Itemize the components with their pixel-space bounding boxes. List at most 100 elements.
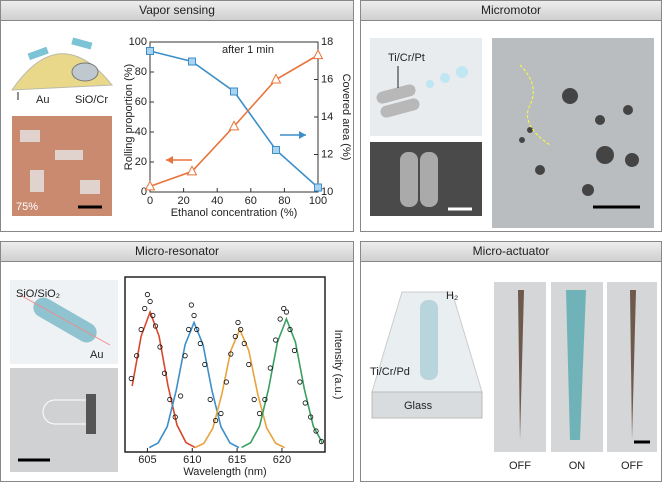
- data-point: [318, 438, 325, 445]
- data-point: [267, 365, 273, 371]
- data-point: [194, 326, 200, 333]
- data-point: [157, 344, 163, 350]
- schematic: [370, 38, 482, 136]
- laser: [19, 294, 111, 346]
- y-tick-label: 60: [135, 96, 147, 108]
- arrow-head: [166, 156, 173, 164]
- label: SiO/Cr: [75, 94, 108, 106]
- data-point: [138, 326, 144, 333]
- data-point: [167, 396, 173, 403]
- title-bar: [0, 241, 354, 262]
- y-tick-label: 0: [141, 186, 147, 198]
- tube: [71, 37, 93, 50]
- data-point: [223, 379, 229, 385]
- y-axis-label: Rolling proportion (%): [123, 64, 135, 170]
- y-tick-label: 20: [135, 156, 147, 168]
- data-point: [241, 340, 247, 347]
- actuator: [630, 290, 636, 440]
- data-point: [191, 312, 197, 319]
- label: Ti/Cr/Pt: [388, 52, 425, 64]
- label: OFF: [621, 460, 643, 472]
- data-point: [262, 396, 268, 403]
- tube: [420, 152, 438, 207]
- tube: [400, 152, 418, 207]
- marker: [270, 73, 282, 84]
- marker: [186, 165, 198, 176]
- data-line: [241, 316, 324, 449]
- data-point: [313, 428, 319, 434]
- label: H₂: [446, 290, 458, 302]
- data-point: [128, 375, 134, 382]
- data-point: [212, 417, 219, 424]
- label: Au: [36, 94, 49, 106]
- y2-axis-label: Covered area (%): [340, 74, 352, 161]
- data-point: [178, 393, 184, 399]
- data-point: [144, 291, 151, 298]
- data-line: [149, 50, 319, 189]
- x-tick-label: 40: [211, 195, 223, 207]
- y2-tick-label: 12: [321, 148, 333, 160]
- data-point: [256, 410, 263, 417]
- x-tick-label: 620: [273, 454, 291, 466]
- y-tick-label: 100: [129, 36, 147, 48]
- y2-tick-label: 18: [321, 36, 333, 48]
- data-point: [302, 400, 308, 406]
- label: ON: [569, 460, 586, 472]
- data-point: [291, 347, 298, 354]
- micrograph: [10, 368, 118, 472]
- x-tick-label: 60: [245, 195, 257, 207]
- data-point: [218, 410, 224, 417]
- marker: [144, 180, 156, 191]
- data-point: [147, 298, 153, 305]
- plot-area: [124, 276, 326, 453]
- x-tick-label: 100: [309, 195, 327, 207]
- data-point: [235, 319, 241, 326]
- data-point: [297, 379, 303, 385]
- data-point: [281, 305, 287, 312]
- data-point: [228, 351, 234, 357]
- data-point: [287, 326, 293, 333]
- marker: [230, 87, 238, 96]
- data-point: [152, 323, 159, 329]
- x-tick-label: 605: [138, 454, 156, 466]
- x-tick-label: 610: [183, 454, 201, 466]
- panel-title: Micro-resonator: [135, 244, 219, 258]
- marker: [272, 146, 280, 154]
- data-point: [238, 326, 244, 333]
- annotation: after 1 min: [222, 44, 274, 56]
- marker: [146, 47, 154, 55]
- x-tick-label: 80: [278, 195, 290, 207]
- marker: [314, 183, 322, 192]
- label: 75%: [16, 201, 38, 213]
- glass: [371, 391, 483, 419]
- label: Ti/Cr/Pd: [370, 366, 410, 378]
- tube: [376, 84, 416, 104]
- y-axis-label: Intensity (a.u.): [332, 330, 344, 400]
- x-tick-label: 0: [147, 195, 153, 207]
- x-axis-label: Wavelength (nm): [183, 466, 266, 478]
- plot-area: [149, 41, 319, 193]
- data-point: [134, 353, 140, 359]
- label: Au: [90, 349, 103, 361]
- data-point: [150, 312, 156, 319]
- tube: [380, 98, 420, 118]
- label: SiO/SiO₂: [16, 288, 60, 300]
- panel-title: Micro-actuator: [473, 244, 550, 258]
- data-point: [283, 309, 290, 315]
- marker: [312, 49, 324, 60]
- y-tick-label: 80: [135, 66, 147, 78]
- tube: [420, 300, 438, 380]
- data-point: [161, 370, 168, 376]
- waveguide: [42, 399, 90, 425]
- marker: [188, 57, 196, 66]
- y2-tick-label: 16: [321, 73, 333, 85]
- actuator: [566, 290, 586, 440]
- disk: [71, 62, 99, 82]
- actuator: [518, 290, 524, 440]
- data-point: [142, 305, 148, 312]
- x-tick-label: 615: [228, 454, 246, 466]
- data-point: [277, 316, 283, 322]
- micrograph: [492, 38, 654, 228]
- x-tick-label: 20: [177, 195, 189, 207]
